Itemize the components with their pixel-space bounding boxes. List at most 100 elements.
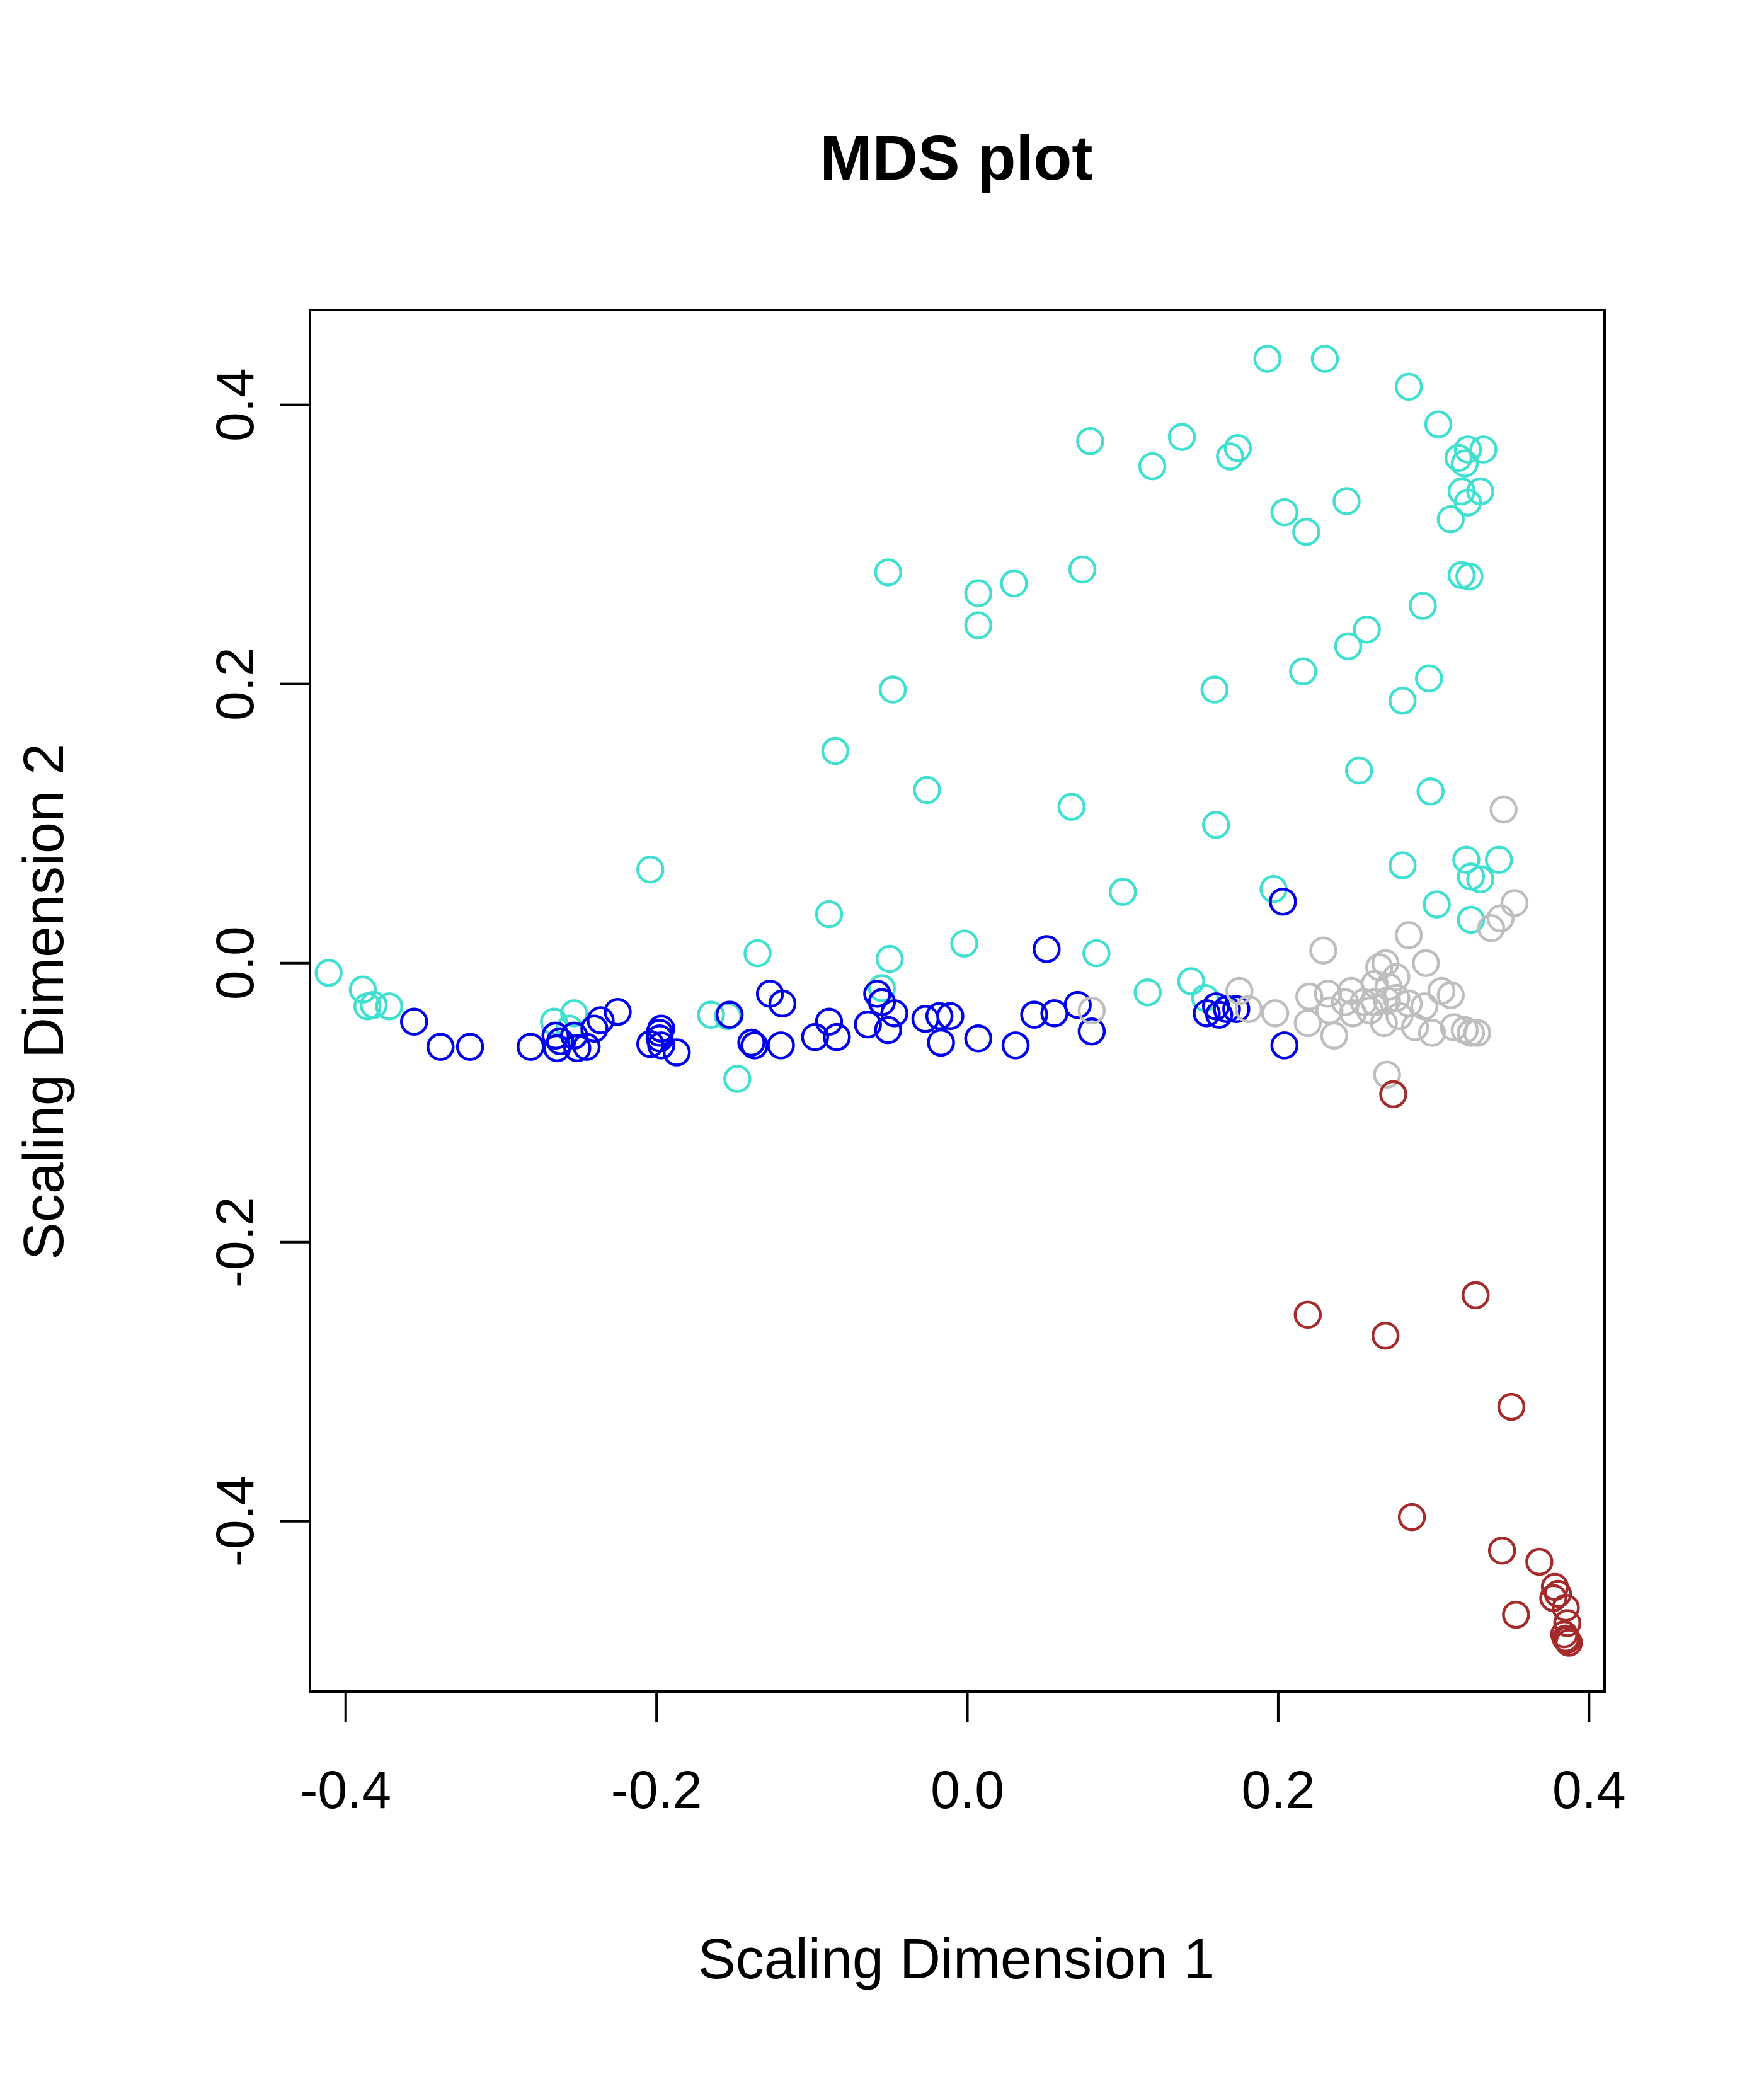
x-tick-label: -0.2: [611, 1760, 702, 1819]
data-point-series-1: [1394, 372, 1423, 401]
data-point-series-3: [1309, 936, 1337, 965]
data-point-series-2: [964, 1024, 993, 1053]
data-point-series-2: [647, 1014, 675, 1043]
data-point-series-2: [580, 1014, 609, 1043]
data-point-series-1: [1310, 345, 1339, 373]
x-tick-label: 0.0: [931, 1760, 1004, 1819]
data-point-series-3: [1436, 981, 1465, 1009]
data-point-series-2: [1077, 1017, 1106, 1046]
data-point-series-3: [1412, 949, 1440, 977]
data-point-series-4: [1379, 1080, 1407, 1109]
data-point-series-1: [875, 944, 904, 973]
data-point-series-1: [1202, 811, 1230, 839]
data-point-series-2: [426, 1033, 455, 1061]
data-point-series-2: [1063, 990, 1092, 1019]
data-point-series-1: [314, 958, 343, 987]
data-point-series-3: [1486, 904, 1515, 933]
data-point-series-3: [1320, 1021, 1348, 1050]
data-point-series-1: [1436, 505, 1465, 534]
data-point-series-1: [1334, 632, 1363, 661]
data-point-series-1: [913, 776, 941, 805]
data-point-series-4: [1371, 1321, 1400, 1350]
data-point-series-2: [874, 1016, 902, 1045]
data-point-series-1: [540, 1007, 568, 1036]
data-point-series-3: [1418, 1019, 1446, 1047]
x-axis: -0.4 -0.2 0.0 0.2 0.4: [300, 1692, 1626, 1819]
data-point-series-4: [1525, 1547, 1554, 1576]
data-point-series-4: [1553, 1609, 1582, 1637]
data-point-series-2: [715, 1000, 744, 1029]
data-point-series-3: [1400, 1013, 1429, 1041]
data-point-series-1: [723, 1065, 752, 1093]
data-point-series-3: [1500, 889, 1529, 917]
data-point-series-2: [936, 1002, 965, 1031]
data-point-series-1: [1466, 865, 1494, 894]
data-point-series-2: [572, 1033, 601, 1061]
data-point-series-1: [950, 929, 978, 958]
data-point-series-1: [1167, 423, 1196, 451]
data-point-series-3: [1077, 996, 1106, 1025]
data-point-series-1: [1270, 498, 1299, 527]
data-point-series-2: [1020, 1000, 1048, 1029]
data-point-series-3: [1373, 1060, 1401, 1089]
y-axis-label: Scaling Dimension 2: [13, 743, 76, 1260]
data-point-series-3: [1234, 995, 1263, 1024]
data-point-series-2: [823, 1022, 851, 1051]
data-point-series-1: [1389, 686, 1417, 715]
data-point-series-3: [1293, 1009, 1322, 1038]
data-point-series-2: [455, 1033, 484, 1061]
data-point-series-1: [1332, 487, 1361, 515]
data-point-series-2: [604, 997, 632, 1026]
data-point-series-1: [1289, 657, 1317, 685]
data-point-series-3: [1489, 795, 1518, 824]
data-point-series-2: [1202, 992, 1230, 1021]
data-point-series-1: [1082, 939, 1111, 968]
data-point-series-1: [1484, 845, 1513, 874]
x-axis-label: Scaling Dimension 1: [698, 1928, 1215, 1991]
data-point-series-3: [1339, 999, 1367, 1028]
data-point-series-4: [1553, 1625, 1582, 1654]
data-point-series-1: [1389, 851, 1417, 879]
data-point-series-1: [1444, 444, 1473, 472]
data-point-series-3: [1370, 1009, 1398, 1038]
data-point-series-1: [1455, 562, 1484, 591]
data-point-series-1: [1076, 427, 1104, 455]
x-tick-label: 0.2: [1242, 1760, 1315, 1819]
x-tick-label: -0.4: [300, 1760, 391, 1819]
data-point-series-1: [1200, 675, 1229, 704]
data-point-series-2: [768, 989, 797, 1018]
y-tick-label: 0.2: [205, 647, 265, 721]
data-point-series-3: [1314, 980, 1343, 1008]
data-point-series-1: [964, 611, 993, 639]
data-point-series-2: [1033, 935, 1061, 963]
data-point-series-2: [647, 1031, 675, 1060]
data-point-series-3: [1463, 1019, 1491, 1047]
data-point-series-1: [1416, 777, 1445, 806]
data-point-series-2: [737, 1028, 765, 1057]
data-point-series-1: [1409, 592, 1437, 620]
data-point-series-1: [1000, 569, 1028, 598]
y-tick-label: -0.4: [205, 1475, 265, 1567]
data-point-series-1: [874, 558, 902, 587]
data-point-series-1: [1133, 978, 1162, 1007]
data-point-series-1: [1068, 555, 1097, 584]
data-point-series-2: [400, 1007, 428, 1036]
data-point-series-1: [1353, 616, 1381, 644]
data-point-series-4: [1293, 1300, 1322, 1329]
data-point-series-2: [854, 1010, 882, 1039]
data-point-series-1: [1452, 845, 1480, 874]
data-point-series-1: [868, 974, 896, 1002]
data-point-series-1: [1414, 664, 1443, 693]
chart-title: MDS plot: [820, 123, 1092, 193]
data-point-series-1: [743, 939, 772, 968]
x-tick-label: 0.4: [1552, 1760, 1626, 1819]
data-point-series-1: [1424, 410, 1453, 438]
data-point-series-1: [1138, 452, 1167, 481]
y-tick-label: 0.0: [205, 926, 265, 1000]
data-point-series-2: [662, 1038, 691, 1067]
data-point-series-3: [1382, 983, 1411, 1012]
data-point-series-1: [1223, 434, 1252, 462]
data-point-series-1: [1108, 878, 1137, 906]
data-point-series-1: [1423, 890, 1451, 919]
